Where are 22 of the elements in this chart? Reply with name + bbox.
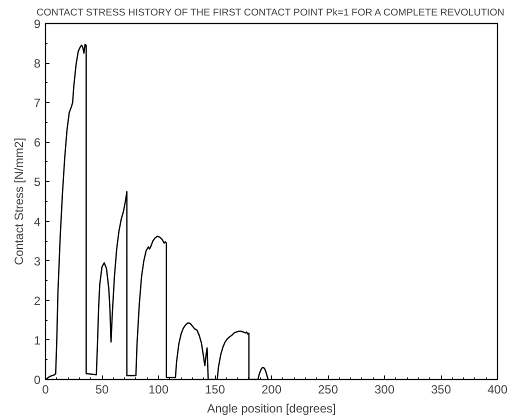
x-tick-label: 0	[42, 382, 50, 396]
y-tick-label: 2	[34, 294, 41, 308]
x-axis-title: Angle position [degrees]	[207, 402, 336, 416]
chart-title: CONTACT STRESS HISTORY OF THE FIRST CONTACT POINT Pk=1 FOR A COMPLETE REVOLUTION	[36, 8, 504, 18]
x-tick-label: 400	[487, 382, 508, 396]
x-tick-label: 150	[204, 382, 226, 396]
y-tick-label: 3	[34, 254, 41, 268]
x-tick-label: 50	[95, 382, 109, 396]
x-tick-label: 200	[261, 382, 282, 396]
y-tick-label: 5	[34, 175, 41, 190]
x-tick-label: 250	[318, 382, 338, 396]
x-tick-label: 100	[148, 382, 169, 396]
y-tick-label: 6	[34, 136, 41, 150]
y-tick-label: 9	[34, 17, 41, 31]
y-tick-label: 7	[34, 96, 41, 110]
y-axis-title: Contact Stress [N/mm2]	[12, 138, 26, 266]
y-tick-label: 4	[34, 214, 41, 229]
y-tick-label: 1	[34, 333, 41, 348]
x-tick-label: 300	[374, 382, 395, 396]
y-tick-label: 8	[34, 56, 41, 71]
x-tick-label: 350	[430, 382, 452, 396]
y-tick-label: 0	[34, 373, 41, 387]
